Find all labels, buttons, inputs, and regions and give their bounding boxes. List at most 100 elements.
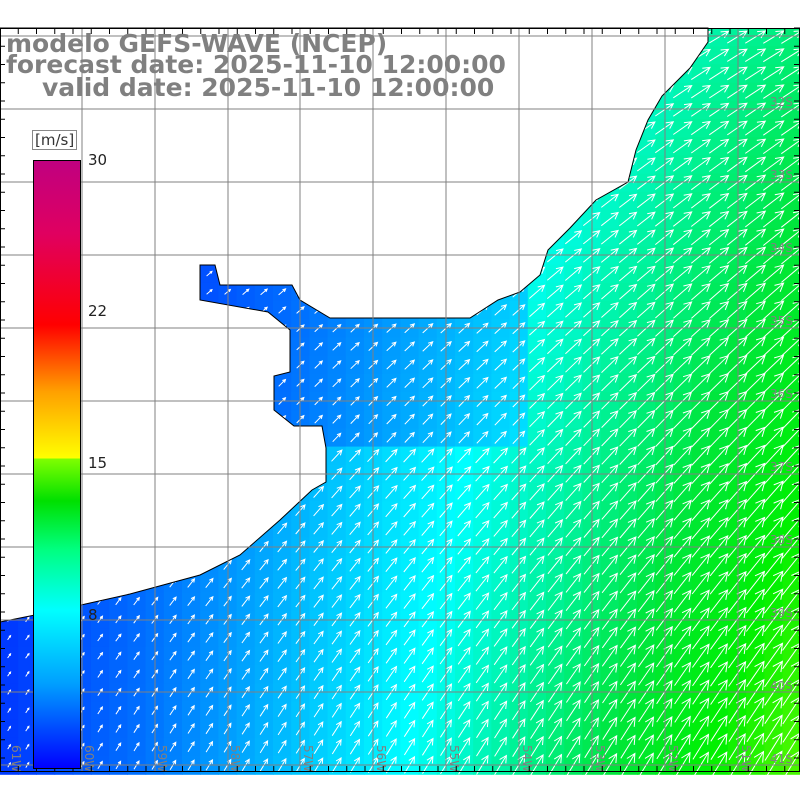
wind-arrow	[709, 120, 730, 136]
wind-arrow	[763, 156, 785, 173]
wind-arrow	[187, 577, 196, 588]
wind-arrow	[25, 670, 30, 677]
wind-arrow	[403, 520, 417, 536]
wind-arrow	[710, 715, 728, 742]
wind-arrow	[547, 356, 564, 373]
wind-arrow	[726, 228, 748, 246]
wind-arrow	[547, 573, 563, 593]
wind-arrow	[691, 355, 711, 374]
wind-arrow	[764, 714, 783, 743]
wind-arrow	[565, 572, 582, 593]
wind-arrow	[727, 282, 748, 301]
wind-arrow	[314, 414, 324, 424]
wind-arrow	[547, 482, 564, 501]
wind-arrow	[746, 660, 765, 687]
wind-arrow	[493, 555, 508, 574]
wind-arrow	[636, 211, 656, 227]
wind-arrow	[673, 121, 693, 135]
wind-arrow	[727, 426, 748, 448]
wind-arrow	[709, 409, 729, 430]
wind-arrow	[637, 572, 655, 594]
wind-arrow	[763, 120, 785, 136]
longitude-label: 53W	[593, 745, 607, 772]
longitude-label: 55W	[447, 745, 461, 772]
wind-arrow	[169, 632, 177, 643]
wind-arrow	[475, 592, 490, 610]
wind-arrow	[205, 704, 214, 716]
wind-arrow	[710, 661, 728, 687]
colorbar-unit: [m/s]	[32, 130, 78, 150]
wind-arrow	[728, 714, 746, 742]
wind-arrow	[691, 481, 711, 503]
wind-arrow	[619, 428, 637, 447]
wind-arrow	[476, 718, 489, 739]
wind-arrow	[619, 373, 638, 392]
wind-arrow	[727, 516, 747, 540]
wind-arrow	[745, 336, 766, 357]
wind-arrow	[709, 444, 729, 466]
wind-arrow	[421, 502, 435, 518]
wind-arrow	[745, 570, 766, 596]
wind-arrow	[548, 699, 563, 721]
wind-arrow	[637, 626, 655, 649]
wind-arrow	[618, 211, 638, 227]
longitude-label: 51W	[739, 745, 753, 772]
wind-arrow	[475, 574, 490, 592]
wind-arrow	[656, 715, 673, 741]
wind-arrow	[655, 355, 674, 374]
wind-arrow	[692, 715, 710, 742]
wind-arrow	[709, 499, 729, 522]
wind-arrow	[654, 229, 675, 245]
wind-arrow	[673, 301, 693, 319]
wind-arrow	[691, 643, 710, 668]
wind-arrow	[709, 282, 730, 301]
wind-arrow	[654, 265, 675, 282]
longitude-labels: 61W 60W 59W 58W 57W 56W 55W 54W 53W 52W 51W	[9, 745, 753, 772]
wind-arrow	[457, 574, 471, 592]
wind-arrow	[133, 669, 140, 679]
wind-arrow	[745, 372, 766, 393]
wind-arrow	[494, 340, 508, 353]
longitude-label: 57W	[301, 745, 315, 772]
wind-arrow	[349, 702, 361, 718]
wind-arrow	[637, 554, 655, 576]
wind-arrow	[133, 596, 140, 606]
wind-arrow	[422, 359, 434, 370]
wind-arrow	[241, 631, 251, 644]
wind-arrow	[745, 282, 767, 301]
wind-arrow	[673, 571, 692, 595]
wind-arrow	[619, 554, 637, 576]
wind-arrow	[458, 412, 471, 426]
wind-arrow	[187, 668, 195, 680]
wind-arrow	[404, 431, 415, 443]
wind-arrow	[691, 337, 711, 356]
wind-arrow	[674, 697, 691, 723]
wind-arrow	[476, 358, 489, 371]
wind-arrow	[475, 556, 490, 574]
wind-arrow	[745, 480, 766, 504]
colorbar-label-8: 8	[88, 606, 98, 624]
wind-arrow	[7, 634, 12, 641]
latitude-label: 38S	[770, 533, 793, 547]
wind-arrow	[745, 426, 766, 448]
wind-arrow	[349, 575, 361, 590]
wind-arrow	[386, 431, 397, 443]
wind-arrow	[476, 736, 489, 757]
wind-arrow	[314, 342, 324, 351]
wind-arrow	[565, 591, 582, 612]
wind-arrow	[277, 594, 288, 608]
wind-arrow	[638, 734, 654, 759]
wind-arrow	[242, 288, 250, 295]
wind-arrow	[692, 697, 710, 723]
wind-arrow	[763, 174, 785, 191]
wind-arrow	[476, 376, 489, 389]
wind-arrow	[313, 648, 324, 663]
wind-arrow	[385, 502, 398, 518]
wind-arrow	[763, 48, 785, 63]
wind-arrow	[565, 500, 582, 520]
wind-arrow	[331, 720, 342, 736]
wind-arrow	[745, 120, 767, 136]
colorbar-label-22: 22	[88, 302, 108, 320]
wind-arrow	[133, 651, 140, 660]
wind-arrow	[619, 572, 637, 594]
